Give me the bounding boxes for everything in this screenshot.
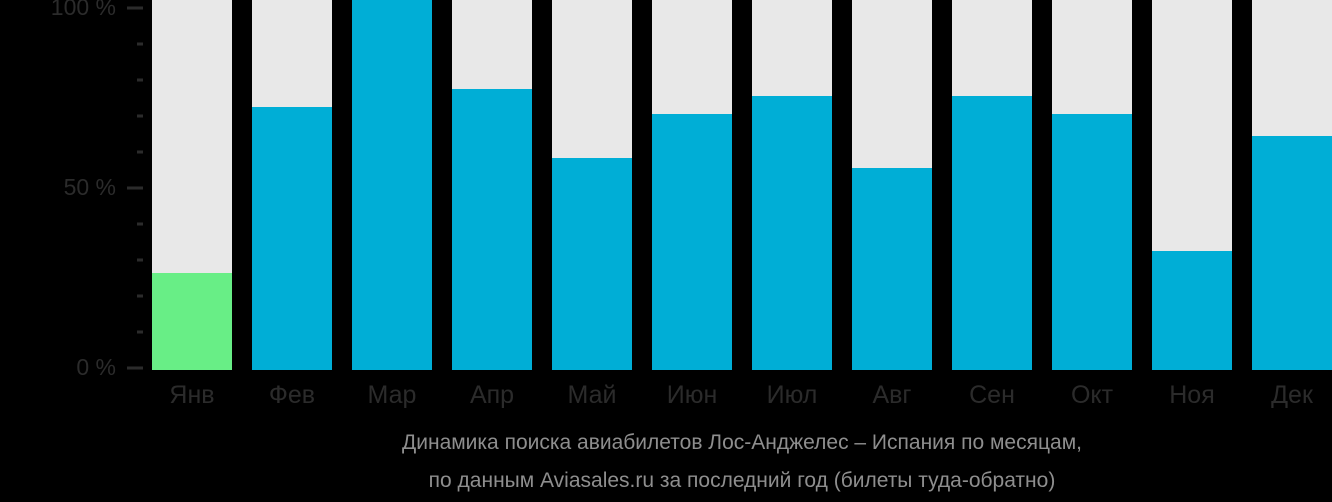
bar-fill	[952, 96, 1032, 370]
month-label: Мар	[367, 381, 417, 409]
month-label: Фев	[268, 381, 316, 409]
bar-fill	[852, 168, 932, 370]
month-label: Янв	[169, 381, 215, 409]
y-axis-tick	[137, 114, 143, 118]
month-label: Июл	[766, 381, 818, 409]
y-axis-tick	[127, 6, 143, 10]
month-label: Авг	[872, 381, 912, 409]
bar-column	[452, 0, 532, 370]
y-axis-tick	[137, 258, 143, 262]
y-axis-label: 50 %	[63, 173, 116, 200]
bar-fill	[252, 107, 332, 370]
y-axis-tick	[137, 330, 143, 334]
caption-line-2: по данным Aviasales.ru за последний год …	[428, 469, 1056, 492]
bar-column	[652, 0, 732, 370]
bar-column	[952, 0, 1032, 370]
month-label: Апр	[469, 381, 515, 409]
y-axis-tick	[137, 222, 143, 226]
y-axis-tick	[137, 42, 143, 46]
bar-column	[252, 0, 332, 370]
bar-fill	[452, 89, 532, 370]
bar-column	[1252, 0, 1332, 370]
bar-fill	[752, 96, 832, 370]
bar-column	[1052, 0, 1132, 370]
bar-column	[752, 0, 832, 370]
month-label: Май	[567, 381, 617, 409]
bar-fill	[152, 273, 232, 370]
bar-column	[1152, 0, 1232, 370]
bar-fill	[1252, 136, 1332, 370]
bar-column	[852, 0, 932, 370]
y-axis-tick	[127, 366, 143, 370]
bar-column	[152, 0, 232, 370]
y-axis-label: 100 %	[50, 0, 116, 20]
month-label: Июн	[666, 381, 718, 409]
y-axis-tick	[137, 294, 143, 298]
y-axis-tick	[137, 150, 143, 154]
y-axis-tick	[137, 78, 143, 82]
month-label: Ноя	[1169, 381, 1215, 409]
x-axis-labels: Янв Фев Мар Апр Май Июн Июл Авг Сен Окт Ноя Дек	[152, 381, 1332, 410]
caption: Динамика поиска авиабилетов Лос-Анджелес…	[152, 424, 1332, 500]
month-label: Сен	[969, 381, 1015, 409]
caption-line-1: Динамика поиска авиабилетов Лос-Анджелес…	[402, 431, 1082, 454]
month-label: Окт	[1070, 381, 1114, 409]
bar-column	[552, 0, 632, 370]
bar-fill	[352, 0, 432, 370]
bar-fill	[552, 158, 632, 370]
bar-fill	[1152, 251, 1232, 370]
month-label: Дек	[1271, 381, 1313, 409]
bar-fill	[652, 114, 732, 370]
y-axis-tick	[127, 186, 143, 190]
bar-fill	[1052, 114, 1132, 370]
bar-column	[352, 0, 432, 370]
y-axis-label: 0 %	[76, 353, 116, 380]
plot-area	[152, 0, 1332, 370]
